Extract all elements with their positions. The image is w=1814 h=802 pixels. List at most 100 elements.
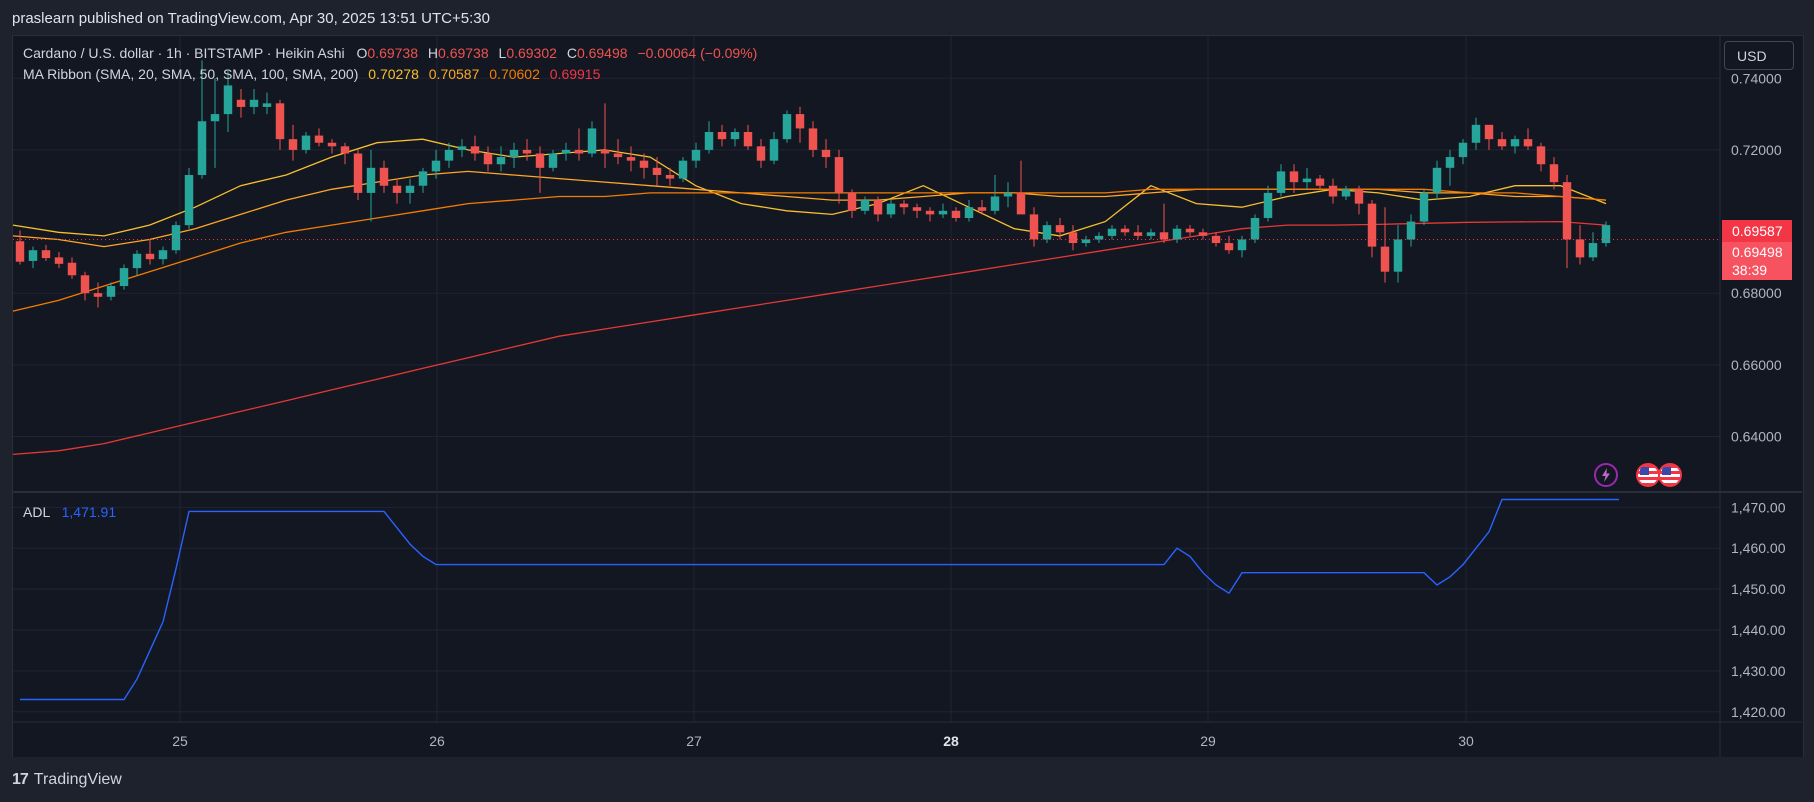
y-tick-label: 0.68000 (1731, 285, 1782, 301)
change-value: −0.00064 (−0.09%) (637, 45, 758, 61)
adl-value: 1,471.91 (61, 504, 117, 520)
candle-body (678, 160, 688, 179)
candle-body (1601, 225, 1611, 244)
candle-body (873, 200, 883, 215)
candle-body (535, 153, 545, 168)
candle-body (1250, 217, 1260, 240)
y-tick-label: 1,440.00 (1731, 622, 1786, 638)
candle-body (158, 250, 168, 260)
x-tick-label: 28 (943, 733, 959, 749)
ma-price-tag: 0.69587 (1722, 220, 1792, 242)
candle-body (834, 157, 844, 193)
candle-body (821, 149, 831, 158)
candle-body (886, 203, 896, 215)
ma-ribbon-legend: MA Ribbon (SMA, 20, SMA, 50, SMA, 100, S… (23, 66, 600, 82)
candle-body (717, 132, 727, 140)
candle-body (54, 257, 64, 264)
candle-body (1367, 203, 1377, 247)
y-tick-label: 0.72000 (1731, 142, 1782, 158)
x-tick-label: 26 (429, 733, 445, 749)
candle-body (275, 103, 285, 140)
candle-body (522, 149, 532, 154)
candle-body (1042, 225, 1052, 240)
symbol-title[interactable]: Cardano / U.S. dollar · 1h · BITSTAMP · … (23, 45, 345, 61)
candle-body (1263, 192, 1273, 218)
candle-body (730, 132, 740, 140)
top-bar: praslearn published on TradingView.com, … (0, 0, 1814, 36)
candle-body (990, 196, 1000, 211)
candle-body (509, 149, 519, 158)
bar-countdown: 38:39 (1732, 262, 1768, 278)
x-tick-label: 29 (1200, 733, 1216, 749)
candle-body (392, 185, 402, 193)
candle-body (691, 149, 701, 161)
candle-body (106, 286, 116, 297)
brand-name: TradingView (33, 771, 122, 788)
low-value: 0.69302 (506, 45, 557, 61)
candle-body (665, 174, 675, 179)
candle-body (1081, 239, 1091, 244)
high-value: 0.69738 (438, 45, 489, 61)
tradingview-logo[interactable]: 17 TradingView (12, 771, 122, 789)
candle-body (340, 146, 350, 154)
lightning-icon[interactable] (1594, 463, 1618, 487)
candle-body (860, 200, 870, 211)
adl-label[interactable]: ADL (23, 504, 50, 520)
y-tick-label: 1,470.00 (1731, 499, 1786, 515)
candle-body (1276, 171, 1286, 193)
chart-canvas[interactable]: 0.74000 0.72000 0.68000 0.66000 0.64000 1,470… (0, 0, 1814, 757)
ma20-value: 0.70278 (368, 66, 419, 82)
candle-body (977, 207, 987, 211)
candle-body (1120, 228, 1130, 233)
candle-body (1315, 178, 1325, 186)
candle-body (301, 135, 311, 150)
candle-body (1107, 228, 1117, 236)
candle-body (496, 157, 506, 165)
candle-body (548, 153, 558, 168)
ma-ribbon-label[interactable]: MA Ribbon (SMA, 20, SMA, 50, SMA, 100, S… (23, 66, 359, 82)
candle-body (288, 139, 298, 150)
candle-body (132, 253, 142, 269)
candle-body (1224, 243, 1234, 251)
candle-body (444, 149, 454, 161)
high-label: H (427, 45, 439, 61)
candle-body (1549, 164, 1559, 183)
candle-body (210, 114, 220, 122)
candle-body (366, 167, 376, 193)
candle-body (405, 185, 415, 193)
x-tick-label: 25 (172, 733, 188, 749)
y-tick-label: 1,450.00 (1731, 581, 1786, 597)
candle-body (1055, 225, 1065, 233)
candle-body (1328, 185, 1338, 197)
candle-body (782, 114, 792, 140)
publish-info: praslearn published on TradingView.com, … (12, 10, 490, 27)
us-flag-icon[interactable] (1636, 463, 1660, 487)
candle-body (1094, 235, 1104, 240)
open-value: 0.69738 (367, 45, 418, 61)
ma100-value: 0.70602 (489, 66, 540, 82)
candle-body (1289, 171, 1299, 183)
candle-body (1445, 157, 1455, 168)
candle-body (262, 103, 272, 107)
candle-body (1497, 139, 1507, 147)
adl-legend: ADL 1,471.91 (23, 504, 116, 520)
candle-body (470, 146, 480, 154)
candle-body (1562, 182, 1572, 240)
tradingview-logo-icon: 17 (12, 771, 29, 788)
footer (0, 757, 1814, 802)
candle-body (704, 132, 714, 150)
currency-button[interactable]: USD (1724, 41, 1794, 70)
candle-body (561, 149, 571, 154)
candle-body (1133, 232, 1143, 236)
candle-body (1159, 232, 1169, 240)
candle-body (314, 135, 324, 143)
candle-body (1003, 192, 1013, 197)
candle-body (67, 262, 77, 276)
last-price-tag: 0.69498 38:39 (1722, 242, 1792, 280)
x-tick-label: 27 (686, 733, 702, 749)
candle-body (1406, 221, 1416, 240)
low-label: L (498, 45, 507, 61)
candle-body (1029, 214, 1039, 240)
us-flag-icon[interactable] (1658, 463, 1682, 487)
chart-frame[interactable] (12, 35, 1804, 759)
